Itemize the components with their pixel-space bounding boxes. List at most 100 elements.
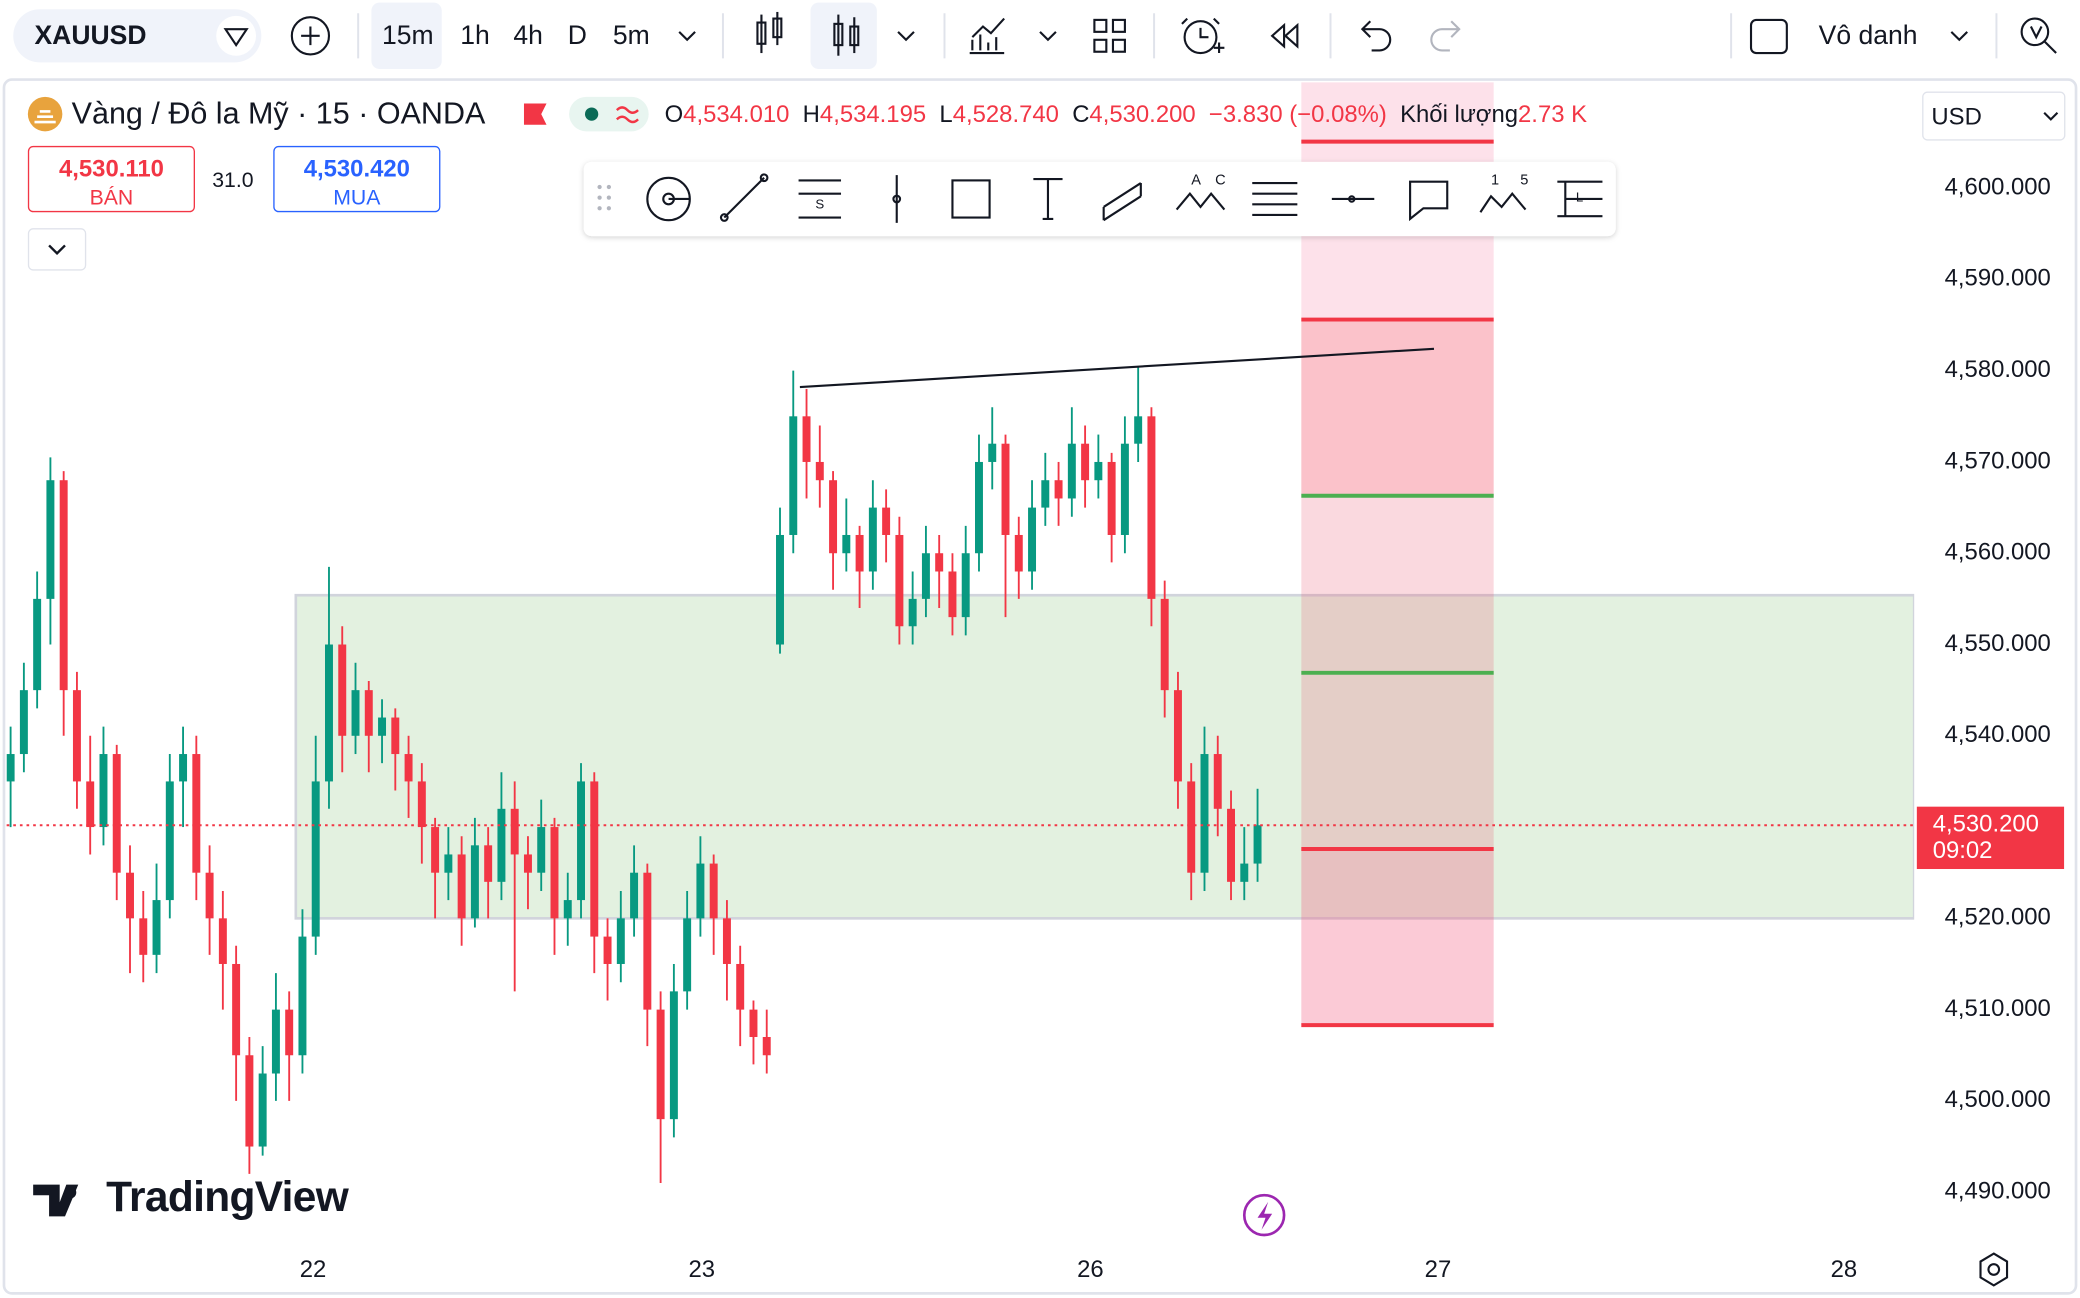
candle-body [324,644,333,782]
symbol[interactable]: XAUUSD [34,21,147,51]
currency: USD [1931,103,1982,130]
last-price-label: 4,530.200 [1933,811,2039,838]
candle-body [563,900,572,919]
candle-body [285,1009,294,1056]
toolbar-icons[interactable] [678,11,2057,56]
add-icon-cross [301,26,320,46]
price-pane [6,82,1915,1184]
y-tick-label: 4,520.000 [1945,904,2051,931]
candle-body [1028,507,1037,572]
diamond-icon [223,28,249,48]
currency-select[interactable]: USD [1922,91,2066,141]
candle-body [736,963,745,1010]
watermark-logo-dot [64,1186,77,1199]
interval[interactable]: 5m [612,21,650,51]
candle-body [1054,480,1063,499]
chevron [2043,112,2059,121]
candle-body [484,845,493,882]
candle-body [1200,754,1209,873]
market-open-dot [584,107,599,121]
sell-button[interactable]: 4,530.110 BÁN [27,145,195,213]
candle-body [789,416,798,535]
x-tick-label: 22 [300,1256,327,1283]
ohlc-value: 4,528.740 [952,100,1059,128]
candle-body [338,644,347,736]
candle-body [1147,416,1156,599]
ohlc-value: 4,534.195 [819,100,927,128]
candle-body [46,480,55,599]
collapse-button[interactable] [27,228,87,271]
candle-body [152,900,161,955]
buy-button[interactable]: 4,530.420 MUA [273,145,441,213]
candle-body [842,534,851,554]
candle-body [378,717,387,736]
candle-body [1081,443,1090,481]
ohlc-key: H [802,100,820,128]
candle-body [603,936,612,964]
candle-body [974,461,983,554]
candle-body [417,781,426,828]
svg-text:L: L [1576,190,1583,205]
candle-body [192,754,201,873]
candle-body [298,936,307,1056]
y-tick-label: 4,500.000 [1945,1086,2051,1113]
candle-body [1213,754,1222,809]
candle-body [523,854,532,873]
candle-body [577,781,585,901]
ohlc-value: 4,530.200 [1089,100,1196,128]
y-tick-label: 4,540.000 [1945,721,2051,748]
events-bolt [1257,1201,1273,1230]
candle-body [722,918,731,964]
separators [357,13,1998,59]
candle-body [1253,825,1262,864]
symbol-logo [27,96,63,132]
x-tick-label: 27 [1425,1256,1452,1283]
y-tick-label: 4,550.000 [1945,630,2051,657]
interval[interactable]: 1h [460,21,490,51]
y-tick-label: 4,560.000 [1945,539,2051,566]
y-tick-label: 4,570.000 [1945,447,2051,474]
candle-body [112,754,121,873]
candle-body [908,598,917,627]
symbol-logo-bars [34,110,56,124]
x-tick-label: 28 [1831,1256,1858,1283]
symbol-title: Vàng / Đô la Mỹ · 15 · OANDA [71,95,486,130]
candle-body [709,863,718,919]
candle-body [895,534,904,627]
candle-body [19,690,28,755]
candle-body [961,553,970,618]
interval-selected-bg [371,2,442,69]
svg-text:A: A [1191,172,1201,188]
candle-body [1173,690,1182,782]
flag-icon[interactable] [523,103,547,125]
buy-label: MUA [333,187,381,210]
y-tick-label: 4,600.000 [1945,173,2051,200]
candle-body [948,571,957,618]
settings-icon[interactable] [1979,1252,2009,1287]
candle-body [165,781,174,901]
candle-body [537,827,546,873]
candle-body [935,553,944,572]
drawing-toolbar [583,161,1616,237]
position-band [1301,848,1494,1026]
interval[interactable]: D [567,21,587,51]
account-name[interactable]: Vô danh [1818,21,1918,51]
candle-body [1107,461,1116,535]
candle-body [245,1055,254,1147]
svg-text:C: C [1215,172,1226,188]
candle-body [1067,443,1076,499]
candle-body [829,480,838,554]
candle-body [59,480,68,691]
symbol-pill[interactable] [13,9,262,63]
candle-body [1001,443,1010,535]
interval[interactable]: 15m [382,21,434,51]
zone [294,593,1915,920]
add-icon[interactable] [290,16,331,56]
change: −3.830 (−0.08%) [1208,100,1387,128]
interval[interactable]: 4h [513,21,543,51]
svg-text:5: 5 [1520,172,1528,188]
x-tick-label: 23 [688,1256,715,1283]
candle-body [351,690,360,736]
